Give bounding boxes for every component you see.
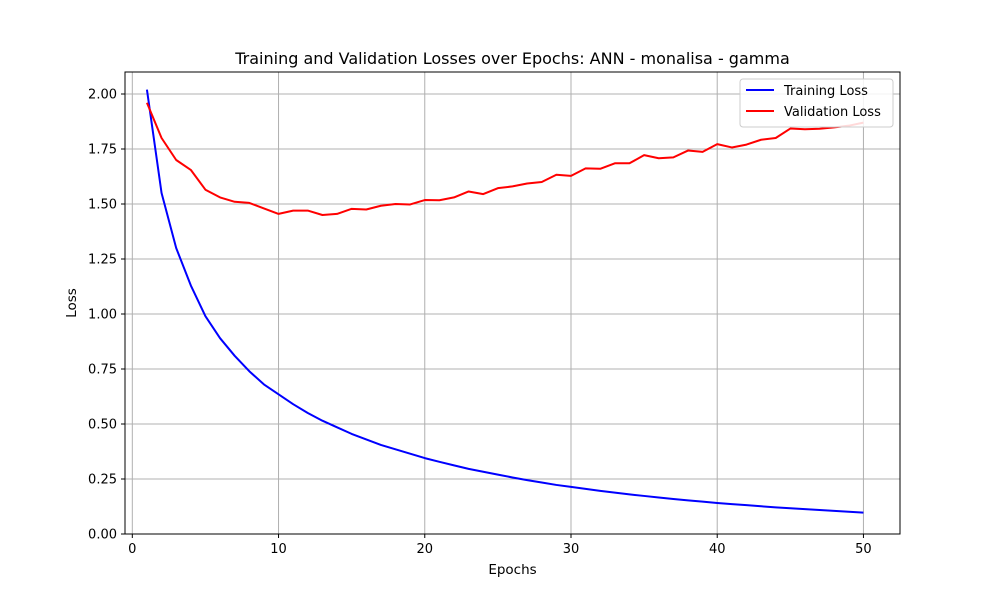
legend-label-training: Training Loss: [783, 84, 868, 99]
x-tick-label: 10: [270, 542, 287, 557]
x-tick-label: 50: [855, 542, 872, 557]
legend: Training Loss Validation Loss: [739, 78, 894, 128]
chart-title: Training and Validation Losses over Epoc…: [234, 49, 790, 68]
y-tick-label: 0.25: [88, 473, 117, 488]
training-loss-line: [145, 89, 864, 514]
x-axis-label: Epochs: [488, 562, 536, 578]
y-tick-label: 0.50: [88, 418, 117, 433]
plot-frame: [124, 71, 901, 535]
x-tick-label: 20: [416, 542, 433, 557]
legend-box: [739, 78, 894, 128]
legend-label-validation: Validation Loss: [784, 105, 881, 120]
y-tick-label: 0.00: [88, 528, 117, 543]
y-tick-label: 1.75: [88, 143, 117, 158]
x-tick-label: 0: [128, 542, 136, 557]
grid-lines: [125, 72, 900, 535]
y-tick-label: 1.25: [88, 253, 117, 268]
x-tick-label: 40: [709, 542, 726, 557]
y-axis-label: Loss: [64, 288, 80, 318]
validation-loss-line: [146, 102, 864, 216]
y-tick-label: 1.50: [88, 198, 117, 213]
y-tick-label: 2.00: [88, 88, 117, 103]
y-tick-label: 0.75: [88, 363, 117, 378]
x-axis-ticks: 0 10 20 30 40 50: [128, 534, 872, 557]
series-lines: [145, 89, 864, 514]
y-tick-label: 1.00: [88, 308, 117, 323]
x-tick-label: 30: [563, 542, 580, 557]
y-axis-ticks: 0.00 0.25 0.50 0.75 1.00 1.25 1.50 1.75 2.00: [88, 88, 125, 543]
